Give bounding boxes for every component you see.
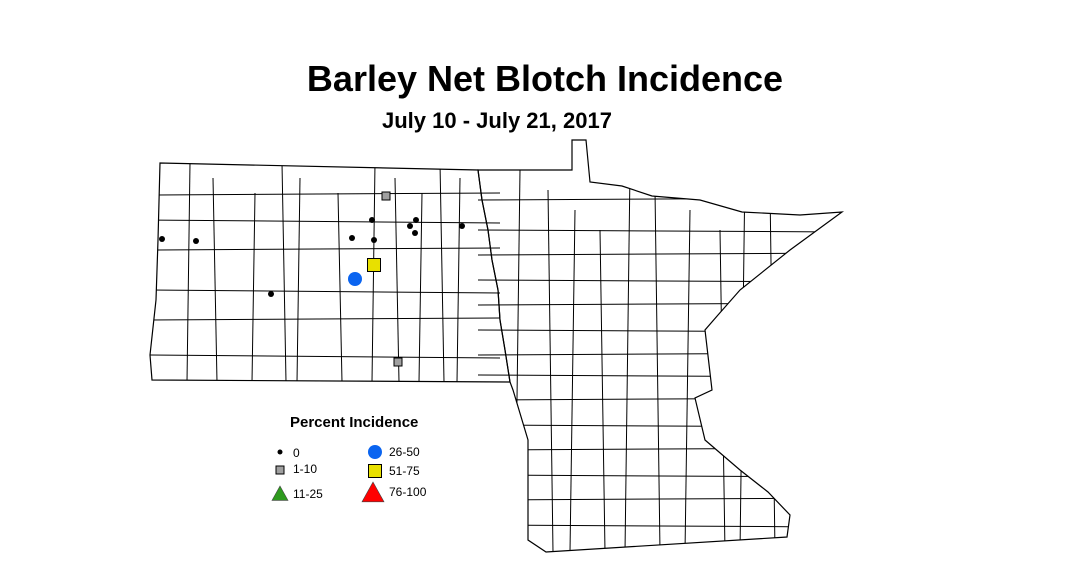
county-line [477, 474, 842, 478]
county-line [514, 169, 521, 552]
county-line [212, 177, 218, 383]
county-line [150, 317, 501, 321]
county-line [599, 229, 606, 552]
county-line [477, 252, 842, 256]
minnesota-outline [477, 139, 845, 553]
legend-symbol-2 [271, 485, 289, 501]
county-line [624, 169, 631, 552]
legend-symbol-1 [275, 465, 285, 475]
site-marker [159, 236, 165, 242]
county-line [150, 247, 501, 251]
map-subtitle: July 10 - July 21, 2017 [382, 108, 612, 133]
county-line [418, 192, 423, 383]
county-line [456, 177, 461, 383]
legend-symbol-4 [368, 464, 382, 478]
county-line [186, 162, 191, 383]
county-line [477, 374, 842, 378]
county-line [477, 229, 842, 233]
county-line [150, 354, 501, 359]
site-marker [367, 258, 381, 272]
map-title: Barley Net Blotch Incidence [306, 58, 784, 99]
county-line [477, 447, 842, 451]
site-marker [407, 223, 413, 229]
site-marker [369, 217, 375, 223]
legend-symbol-3 [368, 445, 382, 459]
county-line [371, 162, 376, 383]
county-line [477, 352, 842, 356]
county-line [654, 189, 661, 552]
north-dakota-outline [149, 162, 511, 383]
county-line [150, 192, 501, 196]
legend-label-1: 1-10 [293, 462, 318, 476]
legend-label-5: 76-100 [389, 485, 427, 499]
legend-title: Percent Incidence [290, 414, 419, 431]
county-line [569, 209, 576, 552]
county-line [394, 177, 400, 383]
legend-label-4: 51-75 [389, 464, 420, 478]
county-line [547, 189, 554, 552]
county-line [477, 329, 842, 333]
county-line [477, 279, 842, 283]
county-line [477, 424, 842, 428]
legend-label-0: 0 [293, 446, 300, 460]
legend-symbol-5 [361, 481, 385, 503]
county-line [477, 302, 842, 306]
legend-label-2: 11-25 [293, 487, 323, 501]
county-boundaries [150, 162, 842, 552]
county-line [150, 289, 501, 294]
county-line [296, 177, 301, 383]
county-line [251, 192, 256, 383]
county-line [337, 192, 343, 383]
county-line [281, 162, 287, 383]
county-line [150, 219, 501, 224]
county-line [739, 169, 746, 552]
site-marker [268, 291, 274, 297]
county-line [439, 162, 445, 383]
site-marker [371, 237, 377, 243]
county-line [684, 209, 691, 552]
county-line [477, 524, 842, 528]
site-marker [193, 238, 199, 244]
county-line [719, 229, 726, 552]
site-marker [413, 217, 419, 223]
site-marker [381, 191, 391, 201]
legend-label-3: 26-50 [389, 445, 420, 459]
site-marker [412, 230, 418, 236]
county-line [477, 397, 842, 401]
site-marker [349, 235, 355, 241]
site-marker [393, 357, 403, 367]
county-line [477, 497, 842, 501]
county-line [477, 197, 842, 201]
site-marker [348, 272, 362, 286]
legend-symbol-0 [277, 449, 283, 455]
site-marker [459, 223, 465, 229]
